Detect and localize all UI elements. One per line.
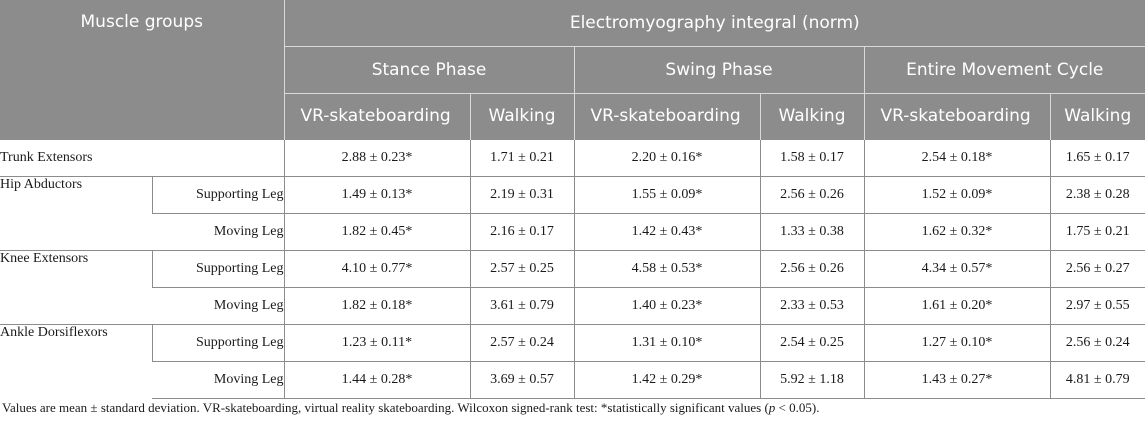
- emg-title-header: Electromyography integral (norm): [283, 0, 1145, 46]
- condition-header: VR-skateboarding: [573, 92, 760, 139]
- value-cell: 2.54 ± 0.25: [759, 323, 864, 361]
- table-header: Muscle groups Electromyography integral …: [0, 0, 1145, 139]
- value-cell: 2.56 ± 0.24: [1049, 323, 1145, 361]
- value-cell: 1.62 ± 0.32*: [863, 212, 1050, 250]
- table-row: Moving Leg 1.44 ± 0.28* 3.69 ± 0.57 1.42…: [0, 360, 1145, 399]
- table-body: Trunk Extensors 2.88 ± 0.23* 1.71 ± 0.21…: [0, 138, 1145, 399]
- value-cell: 1.55 ± 0.09*: [573, 175, 760, 213]
- value-cell: 1.65 ± 0.17: [1049, 138, 1145, 176]
- value-cell: 1.82 ± 0.18*: [283, 286, 470, 324]
- value-cell: 2.57 ± 0.25: [469, 249, 574, 287]
- phase-header-entire: Entire Movement Cycle: [863, 45, 1145, 93]
- value-cell: 2.19 ± 0.31: [469, 175, 574, 213]
- muscle-groups-header: Muscle groups: [0, 0, 284, 139]
- value-cell: 1.44 ± 0.28*: [283, 360, 470, 399]
- footnote-text: Values are mean ± standard deviation. VR…: [2, 400, 769, 415]
- value-cell: 2.38 ± 0.28: [1049, 175, 1145, 213]
- leg-label: Supporting Leg: [151, 175, 284, 213]
- leg-label: Supporting Leg: [151, 323, 284, 361]
- phase-header-swing: Swing Phase: [573, 45, 864, 93]
- muscle-group-label: Knee Extensors: [0, 249, 152, 324]
- leg-label: Moving Leg: [152, 286, 284, 324]
- value-cell: 1.31 ± 0.10*: [573, 323, 760, 361]
- value-cell: 2.56 ± 0.26: [759, 249, 864, 287]
- value-cell: 1.33 ± 0.38: [759, 212, 864, 250]
- condition-header: Walking: [469, 92, 574, 139]
- value-cell: 2.54 ± 0.18*: [863, 138, 1050, 176]
- value-cell: 2.56 ± 0.27: [1049, 249, 1145, 287]
- value-cell: 1.71 ± 0.21: [469, 138, 574, 176]
- value-cell: 2.57 ± 0.24: [469, 323, 574, 361]
- muscle-group-label: Trunk Extensors: [0, 138, 284, 176]
- condition-header: VR-skateboarding: [863, 92, 1050, 139]
- value-cell: 4.34 ± 0.57*: [863, 249, 1050, 287]
- emg-table: Muscle groups Electromyography integral …: [0, 0, 1145, 399]
- p-symbol: p: [768, 400, 776, 415]
- leg-label: Supporting Leg: [151, 249, 284, 287]
- table-row: Knee Extensors Supporting Leg 4.10 ± 0.7…: [0, 249, 1145, 324]
- value-cell: 4.10 ± 0.77*: [283, 249, 470, 287]
- value-cell: 3.61 ± 0.79: [469, 286, 574, 324]
- value-cell: 4.58 ± 0.53*: [573, 249, 760, 287]
- footnote-threshold: < 0.05).: [775, 400, 820, 415]
- value-cell: 1.52 ± 0.09*: [863, 175, 1050, 213]
- value-cell: 2.88 ± 0.23*: [283, 138, 470, 176]
- phase-header-stance: Stance Phase: [283, 45, 574, 93]
- leg-label: Moving Leg: [152, 212, 284, 250]
- condition-header: Walking: [1049, 92, 1145, 139]
- table-row: Moving Leg 1.82 ± 0.45* 2.16 ± 0.17 1.42…: [0, 212, 1145, 250]
- value-cell: 4.81 ± 0.79: [1049, 360, 1145, 399]
- value-cell: 2.16 ± 0.17: [469, 212, 574, 250]
- muscle-group-label: Hip Abductors: [0, 175, 152, 250]
- table-row: Hip Abductors Supporting Leg 1.49 ± 0.13…: [0, 175, 1145, 250]
- value-cell: 2.20 ± 0.16*: [573, 138, 760, 176]
- value-cell: 2.33 ± 0.53: [759, 286, 864, 324]
- condition-header: VR-skateboarding: [283, 92, 470, 139]
- value-cell: 2.56 ± 0.26: [759, 175, 864, 213]
- value-cell: 1.61 ± 0.20*: [863, 286, 1050, 324]
- value-cell: 1.27 ± 0.10*: [863, 323, 1050, 361]
- condition-header: Walking: [759, 92, 864, 139]
- value-cell: 1.23 ± 0.11*: [283, 323, 470, 361]
- value-cell: 2.97 ± 0.55: [1049, 286, 1145, 324]
- muscle-group-label: Ankle Dorsiflexors: [0, 323, 152, 398]
- value-cell: 1.49 ± 0.13*: [283, 175, 470, 213]
- value-cell: 1.42 ± 0.43*: [573, 212, 760, 250]
- table-row: Trunk Extensors 2.88 ± 0.23* 1.71 ± 0.21…: [0, 138, 1145, 176]
- value-cell: 1.58 ± 0.17: [759, 138, 864, 176]
- value-cell: 5.92 ± 1.18: [759, 360, 864, 399]
- table-row: Moving Leg 1.82 ± 0.18* 3.61 ± 0.79 1.40…: [0, 286, 1145, 324]
- value-cell: 1.43 ± 0.27*: [863, 360, 1050, 399]
- value-cell: 1.40 ± 0.23*: [573, 286, 760, 324]
- table-footnote: Values are mean ± standard deviation. VR…: [2, 400, 819, 416]
- leg-label: Moving Leg: [152, 360, 284, 399]
- value-cell: 1.75 ± 0.21: [1049, 212, 1145, 250]
- value-cell: 1.42 ± 0.29*: [573, 360, 760, 399]
- value-cell: 1.82 ± 0.45*: [283, 212, 470, 250]
- value-cell: 3.69 ± 0.57: [469, 360, 574, 399]
- table-row: Ankle Dorsiflexors Supporting Leg 1.23 ±…: [0, 323, 1145, 398]
